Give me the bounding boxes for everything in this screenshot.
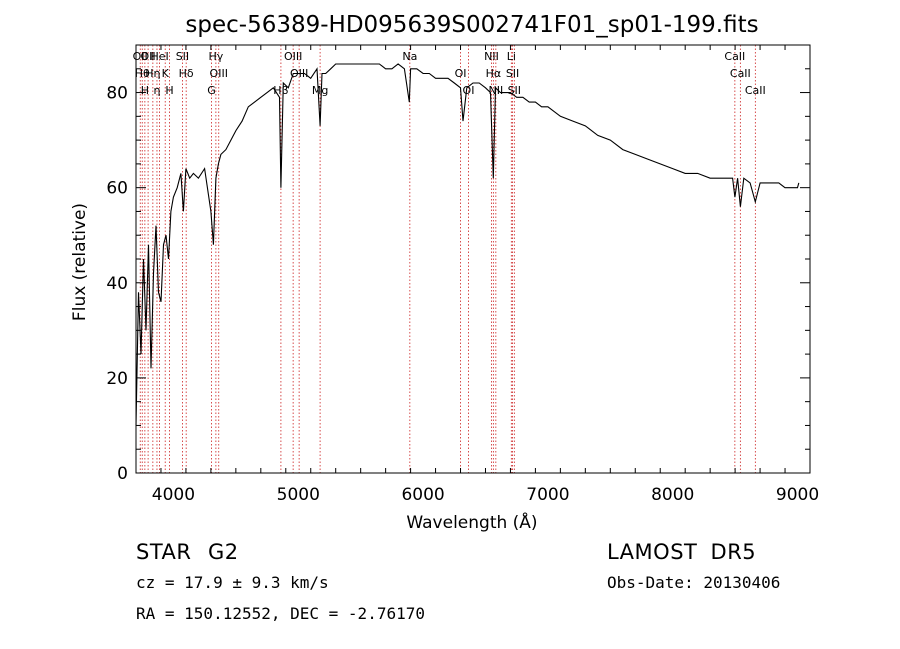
marker-label: H bbox=[165, 84, 173, 97]
x-tick-label: 8000 bbox=[651, 485, 694, 505]
x-axis-ticks: 4000 5000 6000 7000 8000 9000 bbox=[135, 45, 819, 505]
object-type: STAR bbox=[136, 540, 192, 564]
y-tick-label: 40 bbox=[106, 274, 128, 294]
marker-label: OI bbox=[455, 67, 467, 80]
marker-label: Na bbox=[402, 50, 417, 63]
marker-label: η bbox=[153, 84, 160, 97]
marker-label: Mg bbox=[312, 84, 328, 97]
y-axis-label: Flux (relative) bbox=[70, 203, 90, 321]
marker-label: G bbox=[207, 84, 216, 97]
x-tick-label: 9000 bbox=[776, 485, 819, 505]
marker-label: Hη bbox=[145, 67, 160, 80]
spectral-subclass: G2 bbox=[208, 540, 239, 564]
x-tick-label: 4000 bbox=[152, 485, 195, 505]
spectrum-line bbox=[135, 63, 800, 426]
marker-label: OI bbox=[463, 84, 475, 97]
line-markers bbox=[139, 45, 756, 473]
marker-label: CaII bbox=[745, 84, 766, 97]
marker-label: HeI bbox=[150, 50, 168, 63]
marker-label: SII bbox=[508, 84, 521, 97]
y-tick-label: 60 bbox=[106, 179, 128, 199]
marker-label: OIII bbox=[284, 50, 302, 63]
marker-label: OII bbox=[141, 50, 156, 63]
y-tick-label: 20 bbox=[106, 369, 128, 389]
marker-label: CaII bbox=[724, 50, 745, 63]
marker-label: Hδ bbox=[179, 67, 194, 80]
coordinates: RA = 150.12552, DEC = -2.76170 bbox=[136, 604, 425, 623]
plot-frame bbox=[135, 44, 811, 474]
marker-label: Hθ bbox=[135, 67, 150, 80]
marker-label: SII bbox=[506, 67, 519, 80]
observation-date: Obs-Date: 20130406 bbox=[607, 573, 781, 592]
marker-label: H bbox=[141, 84, 149, 97]
chart-title: spec-56389-HD095639S002741F01_sp01-199.f… bbox=[185, 12, 758, 38]
marker-label: OIII bbox=[210, 67, 228, 80]
marker-label: Li bbox=[507, 50, 516, 63]
x-tick-label: 6000 bbox=[401, 485, 444, 505]
marker-label: Hα bbox=[486, 67, 502, 80]
marker-label: Hγ bbox=[208, 50, 223, 63]
redshift-value: cz = 17.9 ± 9.3 km/s bbox=[136, 573, 329, 592]
survey-name: LAMOST DR5 bbox=[607, 540, 757, 564]
line-marker-labels: OIIHθHOIIHηηHeIKHSIIHδGHγOIIIHβOIIIOIIIM… bbox=[133, 50, 766, 97]
marker-label: SII bbox=[176, 50, 189, 63]
marker-label: NII bbox=[484, 50, 499, 63]
marker-label: K bbox=[162, 67, 170, 80]
x-tick-label: 7000 bbox=[526, 485, 569, 505]
marker-label: CaII bbox=[730, 67, 751, 80]
y-tick-label: 80 bbox=[106, 84, 128, 104]
y-tick-label: 0 bbox=[117, 464, 128, 484]
x-tick-label: 5000 bbox=[277, 485, 320, 505]
y-axis-ticks: 0 20 40 60 80 bbox=[106, 44, 810, 484]
x-axis-label: Wavelength (Å) bbox=[406, 511, 537, 533]
